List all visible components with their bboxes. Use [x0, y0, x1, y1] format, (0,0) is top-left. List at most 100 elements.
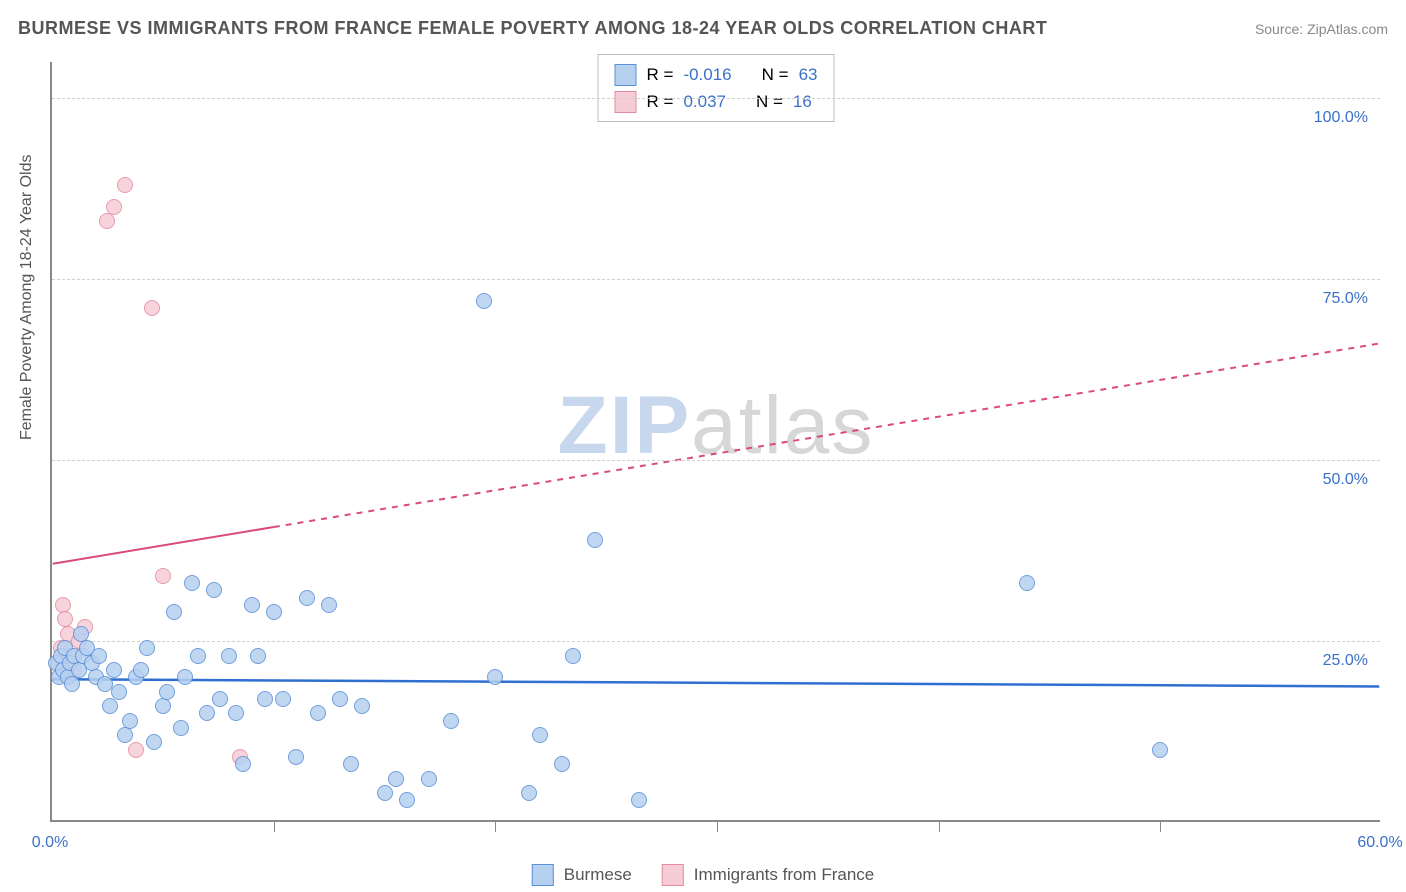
- x-tick-mark: [495, 820, 496, 832]
- series-label: Immigrants from France: [694, 865, 874, 885]
- chart-source: Source: ZipAtlas.com: [1255, 21, 1388, 37]
- y-tick-label: 100.0%: [1314, 109, 1368, 127]
- scatter-point-blue: [332, 691, 348, 707]
- scatter-point-blue: [321, 597, 337, 613]
- swatch-blue: [532, 864, 554, 886]
- scatter-point-blue: [554, 756, 570, 772]
- scatter-point-blue: [173, 720, 189, 736]
- scatter-point-blue: [117, 727, 133, 743]
- y-tick-label: 75.0%: [1323, 290, 1368, 308]
- scatter-point-blue: [212, 691, 228, 707]
- scatter-point-blue: [521, 785, 537, 801]
- x-tick-mark: [1160, 820, 1161, 832]
- scatter-point-blue: [532, 727, 548, 743]
- scatter-point-blue: [250, 648, 266, 664]
- scatter-point-blue: [146, 734, 162, 750]
- scatter-point-blue: [91, 648, 107, 664]
- scatter-point-blue: [199, 705, 215, 721]
- swatch-pink: [662, 864, 684, 886]
- gridline-horizontal: [52, 279, 1380, 280]
- scatter-point-blue: [1019, 575, 1035, 591]
- scatter-point-blue: [1152, 742, 1168, 758]
- scatter-point-blue: [166, 604, 182, 620]
- legend-item-france: Immigrants from France: [662, 864, 874, 886]
- y-axis-label: Female Poverty Among 18-24 Year Olds: [18, 155, 36, 441]
- n-label: N =: [762, 61, 789, 88]
- x-tick-mark: [274, 820, 275, 832]
- scatter-point-blue: [565, 648, 581, 664]
- swatch-blue: [615, 64, 637, 86]
- scatter-point-blue: [631, 792, 647, 808]
- x-tick-label: 60.0%: [1357, 834, 1402, 852]
- scatter-point-blue: [159, 684, 175, 700]
- y-tick-label: 25.0%: [1323, 652, 1368, 670]
- swatch-pink: [615, 91, 637, 113]
- scatter-point-blue: [343, 756, 359, 772]
- scatter-point-blue: [421, 771, 437, 787]
- scatter-point-blue: [64, 676, 80, 692]
- chart-title: BURMESE VS IMMIGRANTS FROM FRANCE FEMALE…: [18, 18, 1047, 39]
- scatter-point-blue: [177, 669, 193, 685]
- scatter-point-blue: [399, 792, 415, 808]
- watermark-bold: ZIP: [558, 380, 692, 471]
- x-tick-label: 0.0%: [32, 834, 68, 852]
- scatter-point-blue: [587, 532, 603, 548]
- gridline-horizontal: [52, 98, 1380, 99]
- watermark: ZIPatlas: [558, 379, 875, 473]
- scatter-point-pink: [144, 300, 160, 316]
- x-tick-mark: [939, 820, 940, 832]
- y-tick-label: 50.0%: [1323, 471, 1368, 489]
- scatter-point-blue: [235, 756, 251, 772]
- n-value-blue: 63: [799, 61, 818, 88]
- scatter-point-blue: [133, 662, 149, 678]
- scatter-point-blue: [139, 640, 155, 656]
- scatter-point-blue: [377, 785, 393, 801]
- scatter-point-blue: [111, 684, 127, 700]
- scatter-point-blue: [354, 698, 370, 714]
- plot-area: ZIPatlas R = -0.016 N = 63 R = 0.037 N =…: [50, 62, 1380, 822]
- scatter-point-blue: [288, 749, 304, 765]
- scatter-point-pink: [155, 568, 171, 584]
- scatter-point-blue: [299, 590, 315, 606]
- legend-correlation: R = -0.016 N = 63 R = 0.037 N = 16: [598, 54, 835, 122]
- scatter-point-blue: [102, 698, 118, 714]
- scatter-point-blue: [190, 648, 206, 664]
- scatter-point-blue: [155, 698, 171, 714]
- scatter-point-pink: [99, 213, 115, 229]
- scatter-point-blue: [310, 705, 326, 721]
- legend-row-blue: R = -0.016 N = 63: [615, 61, 818, 88]
- r-value-blue: -0.016: [683, 61, 731, 88]
- scatter-point-blue: [443, 713, 459, 729]
- scatter-point-pink: [106, 199, 122, 215]
- header-row: BURMESE VS IMMIGRANTS FROM FRANCE FEMALE…: [18, 18, 1388, 39]
- n-value-pink: 16: [793, 88, 812, 115]
- r-label: R =: [647, 88, 674, 115]
- legend-series: Burmese Immigrants from France: [532, 864, 874, 886]
- scatter-point-blue: [487, 669, 503, 685]
- scatter-point-blue: [228, 705, 244, 721]
- r-label: R =: [647, 61, 674, 88]
- scatter-point-pink: [128, 742, 144, 758]
- trend-lines-svg: [52, 62, 1380, 820]
- scatter-point-blue: [257, 691, 273, 707]
- n-label: N =: [756, 88, 783, 115]
- scatter-point-blue: [266, 604, 282, 620]
- scatter-point-blue: [122, 713, 138, 729]
- x-tick-mark: [717, 820, 718, 832]
- scatter-point-blue: [275, 691, 291, 707]
- gridline-horizontal: [52, 641, 1380, 642]
- scatter-point-pink: [117, 177, 133, 193]
- watermark-light: atlas: [691, 380, 874, 471]
- legend-row-pink: R = 0.037 N = 16: [615, 88, 818, 115]
- scatter-point-blue: [206, 582, 222, 598]
- scatter-point-blue: [388, 771, 404, 787]
- gridline-horizontal: [52, 460, 1380, 461]
- r-value-pink: 0.037: [683, 88, 726, 115]
- legend-item-burmese: Burmese: [532, 864, 632, 886]
- series-label: Burmese: [564, 865, 632, 885]
- scatter-point-blue: [244, 597, 260, 613]
- scatter-point-blue: [184, 575, 200, 591]
- scatter-point-blue: [476, 293, 492, 309]
- scatter-point-blue: [221, 648, 237, 664]
- scatter-point-blue: [106, 662, 122, 678]
